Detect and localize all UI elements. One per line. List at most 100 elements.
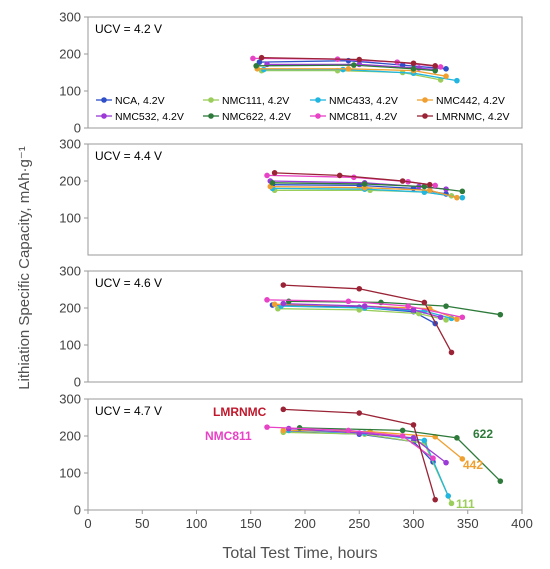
legend-item-nmc442: NMC442, 4.2V bbox=[417, 95, 505, 107]
chart-panels: 0 100 200 300 UCV = 4.2 V 100 200 300 UCV = 4.4 … bbox=[59, 10, 533, 532]
y-axis-label: Lithiation Specific Capacity, mAh·g⁻¹ bbox=[16, 146, 33, 390]
legend-label: NMC811, 4.2V bbox=[329, 111, 397, 123]
legend-label: NMC622, 4.2V bbox=[222, 111, 291, 123]
x-tick-label: 50 bbox=[135, 516, 149, 531]
y-tick-label: 100 bbox=[59, 338, 81, 353]
data-point-lmrnmc bbox=[432, 63, 439, 69]
data-point-nmc811 bbox=[437, 64, 444, 70]
series-line-nmc622 bbox=[288, 300, 501, 316]
data-point-nmc622 bbox=[432, 67, 439, 74]
y-tick-label: 300 bbox=[59, 264, 81, 279]
annotation-nmc811: NMC811 bbox=[205, 429, 252, 443]
data-point-nmc433 bbox=[421, 437, 428, 444]
series-line-nmc532 bbox=[288, 427, 447, 464]
data-point-nca bbox=[256, 59, 263, 65]
y-tick-label: 200 bbox=[59, 429, 81, 444]
panel-3: 0 100 200 300 UCV = 4.6 V bbox=[59, 264, 523, 390]
data-point-nmc811 bbox=[264, 424, 270, 430]
series-line-nmc532 bbox=[283, 302, 441, 318]
data-point-nmc532 bbox=[437, 314, 444, 321]
x-tick-label: 350 bbox=[457, 516, 479, 531]
panel-4: 0 100 200 300 UCV = 4.7 V LMRNMC NMC811 622 442 1… bbox=[59, 392, 533, 532]
series-line-lmrnmc bbox=[261, 57, 436, 67]
annotation-nmc111: 111 bbox=[456, 497, 475, 511]
data-point-nmc442 bbox=[426, 187, 433, 194]
y-tick-label: 0 bbox=[74, 503, 81, 518]
data-point-nmc811 bbox=[345, 427, 352, 434]
data-point-nmc532 bbox=[443, 459, 449, 466]
data-point-nmc811 bbox=[345, 298, 352, 305]
data-point-nmc442 bbox=[271, 301, 278, 308]
panel-2: 100 200 300 UCV = 4.4 V bbox=[59, 137, 523, 256]
y-tick-label: 100 bbox=[59, 84, 81, 99]
legend-marker bbox=[315, 113, 321, 119]
legend-label: LMRNMC, 4.2V bbox=[436, 111, 510, 123]
data-point-nmc811 bbox=[405, 303, 411, 309]
x-tick-label: 100 bbox=[186, 516, 208, 531]
panel-label: UCV = 4.4 V bbox=[95, 149, 162, 163]
panel-label: UCV = 4.6 V bbox=[95, 276, 162, 290]
legend-label: NMC111, 4.2V bbox=[222, 95, 289, 107]
data-point-nmc811 bbox=[264, 172, 270, 179]
legend-marker bbox=[422, 97, 428, 103]
x-tick-label: 250 bbox=[348, 516, 370, 531]
legend-item-nmc622: NMC622, 4.2V bbox=[203, 111, 291, 123]
series-line-lmrnmc bbox=[283, 408, 436, 500]
data-point-nmc811 bbox=[432, 182, 439, 189]
annotation-nmc442: 442 bbox=[463, 458, 483, 472]
data-point-nmc811 bbox=[250, 55, 256, 62]
data-point-nmc811 bbox=[430, 455, 436, 462]
data-point-nmc442 bbox=[280, 427, 287, 434]
data-point-nmc622 bbox=[497, 478, 504, 484]
data-point-nmc433 bbox=[459, 194, 466, 201]
legend-item-nmc433: NMC433, 4.2V bbox=[310, 95, 398, 107]
panel-label: UCV = 4.7 V bbox=[95, 404, 162, 418]
legend-label: NMC433, 4.2V bbox=[329, 95, 398, 107]
data-point-nmc622 bbox=[421, 183, 428, 190]
y-tick-label: 300 bbox=[59, 137, 81, 152]
data-point-lmrnmc bbox=[410, 60, 417, 67]
legend: NCA, 4.2V NMC111, 4.2V NMC433, 4.2V NMC442,… bbox=[96, 95, 510, 123]
plot-frame bbox=[87, 398, 523, 511]
series-line-nmc433 bbox=[272, 187, 463, 199]
data-point-nmc433 bbox=[260, 66, 267, 73]
x-tick-label: 0 bbox=[84, 516, 91, 531]
series-line-nmc433 bbox=[263, 68, 458, 82]
data-point-nmc622 bbox=[454, 435, 460, 441]
series-line-nmc442 bbox=[257, 68, 447, 77]
legend-marker bbox=[315, 97, 321, 103]
data-point-nmc622 bbox=[351, 62, 357, 68]
data-point-nmc532 bbox=[280, 300, 287, 307]
data-point-nmc532 bbox=[410, 307, 417, 313]
data-point-lmrnmc bbox=[356, 56, 363, 63]
legend-item-nmc811: NMC811, 4.2V bbox=[310, 111, 397, 123]
annotation-lmrnmc: LMRNMC bbox=[213, 405, 267, 419]
annotation-nmc622: 622 bbox=[473, 427, 493, 441]
y-tick-label: 300 bbox=[59, 10, 81, 25]
data-point-nca bbox=[443, 66, 449, 72]
data-point-nmc442 bbox=[345, 66, 352, 72]
data-point-lmrnmc bbox=[356, 410, 363, 416]
y-tick-label: 0 bbox=[74, 121, 81, 136]
legend-label: NMC532, 4.2V bbox=[115, 111, 184, 123]
data-point-lmrnmc bbox=[426, 181, 433, 188]
x-tick-label: 400 bbox=[511, 516, 533, 531]
data-point-nmc433 bbox=[340, 66, 346, 73]
data-point-lmrnmc bbox=[356, 285, 363, 292]
y-tick-label: 200 bbox=[59, 301, 81, 316]
panel-label: UCV = 4.2 V bbox=[95, 22, 162, 36]
data-point-nmc622 bbox=[399, 427, 406, 434]
panel-1: 0 100 200 300 UCV = 4.2 V bbox=[59, 10, 523, 136]
data-point-nmc622 bbox=[269, 180, 276, 186]
data-point-nmc532 bbox=[410, 435, 417, 441]
data-point-lmrnmc bbox=[336, 172, 343, 179]
series-line-lmrnmc bbox=[283, 284, 453, 353]
data-point-nmc442 bbox=[454, 194, 460, 201]
data-point-nmc532 bbox=[361, 303, 368, 309]
legend-item-nmc532: NMC532, 4.2V bbox=[96, 111, 184, 123]
data-point-lmrnmc bbox=[421, 299, 428, 306]
series-line-nmc433 bbox=[281, 305, 452, 320]
y-tick-label: 200 bbox=[59, 174, 81, 189]
y-tick-label: 0 bbox=[74, 375, 81, 390]
x-axis-label: Total Test Time, hours bbox=[222, 545, 377, 562]
